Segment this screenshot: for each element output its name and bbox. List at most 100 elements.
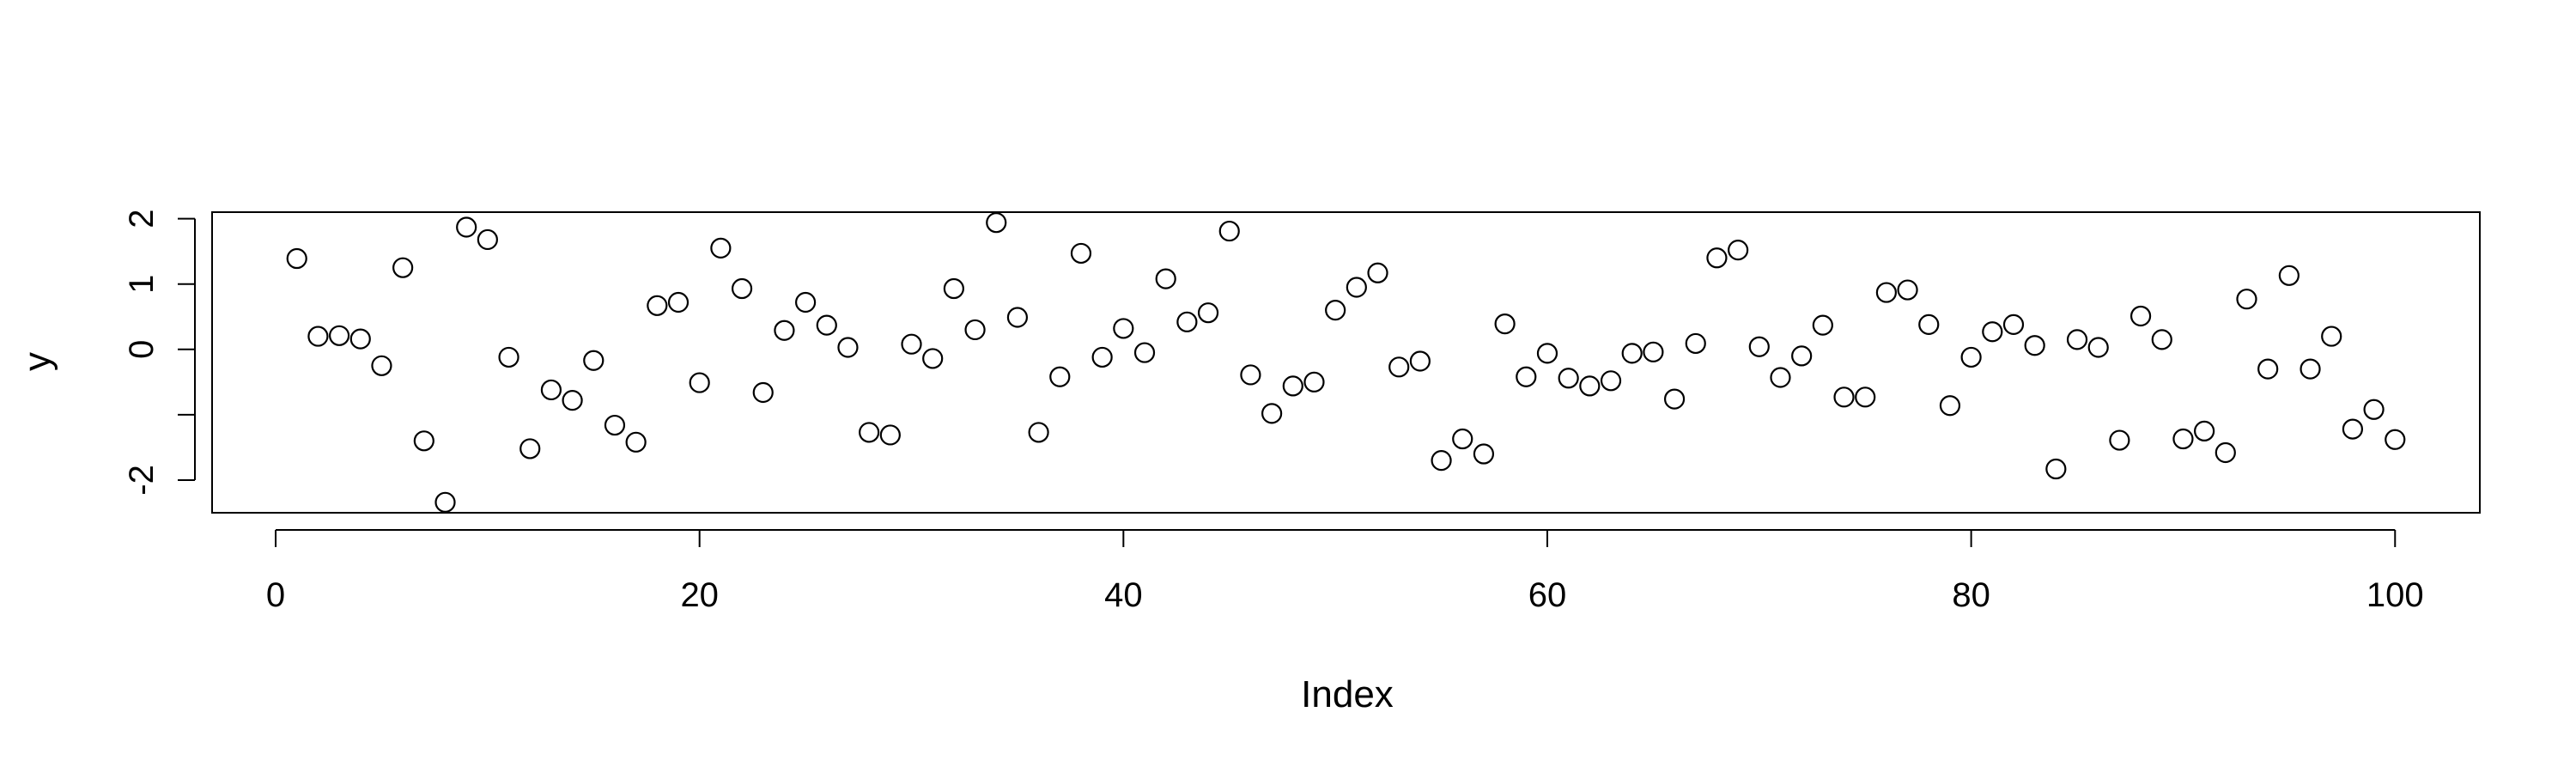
data-point <box>1536 343 1558 364</box>
data-point <box>2236 289 2257 310</box>
y-axis: -2 0 1 2 <box>123 209 196 496</box>
data-point <box>307 326 329 347</box>
data-point <box>2257 358 2279 380</box>
x-tick-label: 60 <box>1528 576 1567 614</box>
data-point <box>1748 336 1770 357</box>
data-point <box>837 337 859 358</box>
data-point <box>1600 370 1622 392</box>
data-point <box>1240 364 1261 386</box>
data-point <box>1812 314 1833 336</box>
y-tick-label: 1 <box>123 275 161 294</box>
data-point <box>879 424 901 446</box>
data-point <box>328 325 350 346</box>
data-point <box>731 277 753 300</box>
data-point <box>2385 429 2406 450</box>
data-point <box>2172 428 2194 450</box>
data-point <box>1918 313 1940 335</box>
data-point <box>349 328 371 350</box>
data-point <box>2024 335 2045 356</box>
data-point <box>604 414 626 436</box>
x-tick-label: 20 <box>680 576 719 614</box>
data-point <box>1431 450 1452 472</box>
data-point <box>1006 307 1029 328</box>
data-point <box>562 390 583 411</box>
data-point <box>1791 345 1813 367</box>
data-point <box>1939 395 1961 417</box>
data-point <box>2002 313 2025 335</box>
data-point <box>1473 443 1495 465</box>
data-point <box>964 319 986 341</box>
data-point <box>1897 279 1918 301</box>
data-point <box>2278 265 2300 286</box>
data-point <box>859 422 880 443</box>
y-tick-label: 2 <box>123 209 161 228</box>
data-point <box>1663 388 1686 410</box>
data-point <box>1346 277 1367 298</box>
data-point <box>816 314 837 336</box>
data-points <box>286 212 2406 513</box>
data-point <box>1155 268 1176 289</box>
data-point <box>1558 368 1579 389</box>
y-tick-label: 0 <box>123 340 161 359</box>
data-point <box>286 247 307 270</box>
data-point <box>1113 318 1134 339</box>
x-axis-title: Index <box>1301 673 1394 715</box>
data-point <box>1960 346 1982 368</box>
data-point <box>943 277 964 300</box>
data-point <box>2215 441 2236 464</box>
data-point <box>456 216 477 238</box>
data-point <box>1325 300 1346 321</box>
data-point <box>689 372 710 393</box>
data-point <box>647 295 668 316</box>
data-point <box>1409 350 1431 372</box>
data-point <box>1452 428 1473 450</box>
data-point <box>710 237 732 259</box>
data-point <box>1875 282 1897 303</box>
data-point <box>1282 375 1303 397</box>
data-point <box>1855 386 1876 408</box>
data-point <box>413 430 434 452</box>
data-point <box>625 431 647 453</box>
data-point <box>1643 341 1664 362</box>
data-point <box>2300 358 2321 380</box>
data-point <box>583 350 605 371</box>
data-point <box>1261 403 1283 424</box>
data-point <box>2045 458 2067 480</box>
x-axis: 0 20 40 60 80 100 <box>266 529 2424 614</box>
data-point <box>498 346 519 368</box>
data-point <box>795 291 817 313</box>
data-point <box>1070 242 1092 265</box>
data-point <box>1516 366 1537 387</box>
data-point <box>1218 220 1240 242</box>
data-point <box>1388 356 1410 378</box>
y-axis-title: y <box>16 352 58 371</box>
data-point <box>2066 329 2088 350</box>
data-point <box>1176 311 1198 332</box>
data-point <box>2321 326 2342 347</box>
data-point <box>1982 321 2003 343</box>
x-tick-label: 0 <box>266 576 285 614</box>
data-point <box>519 438 541 460</box>
data-point <box>1028 422 1049 443</box>
data-point <box>667 291 690 313</box>
data-point <box>477 228 498 251</box>
x-tick-label: 100 <box>2366 576 2424 614</box>
data-point <box>1091 346 1113 368</box>
data-point <box>1579 375 1601 397</box>
data-point <box>1049 366 1071 387</box>
data-point <box>1494 313 1516 335</box>
data-point <box>901 333 922 355</box>
data-point <box>2363 399 2385 420</box>
data-point <box>1685 332 1706 355</box>
data-point <box>752 381 774 404</box>
data-point <box>2342 418 2364 440</box>
data-point <box>1706 247 1728 269</box>
data-point <box>2194 420 2215 441</box>
data-point <box>1728 240 1749 261</box>
x-tick-label: 80 <box>1952 576 1990 614</box>
data-point <box>540 379 562 401</box>
data-point <box>1303 371 1325 393</box>
data-point <box>371 355 392 376</box>
data-point <box>2151 329 2172 350</box>
